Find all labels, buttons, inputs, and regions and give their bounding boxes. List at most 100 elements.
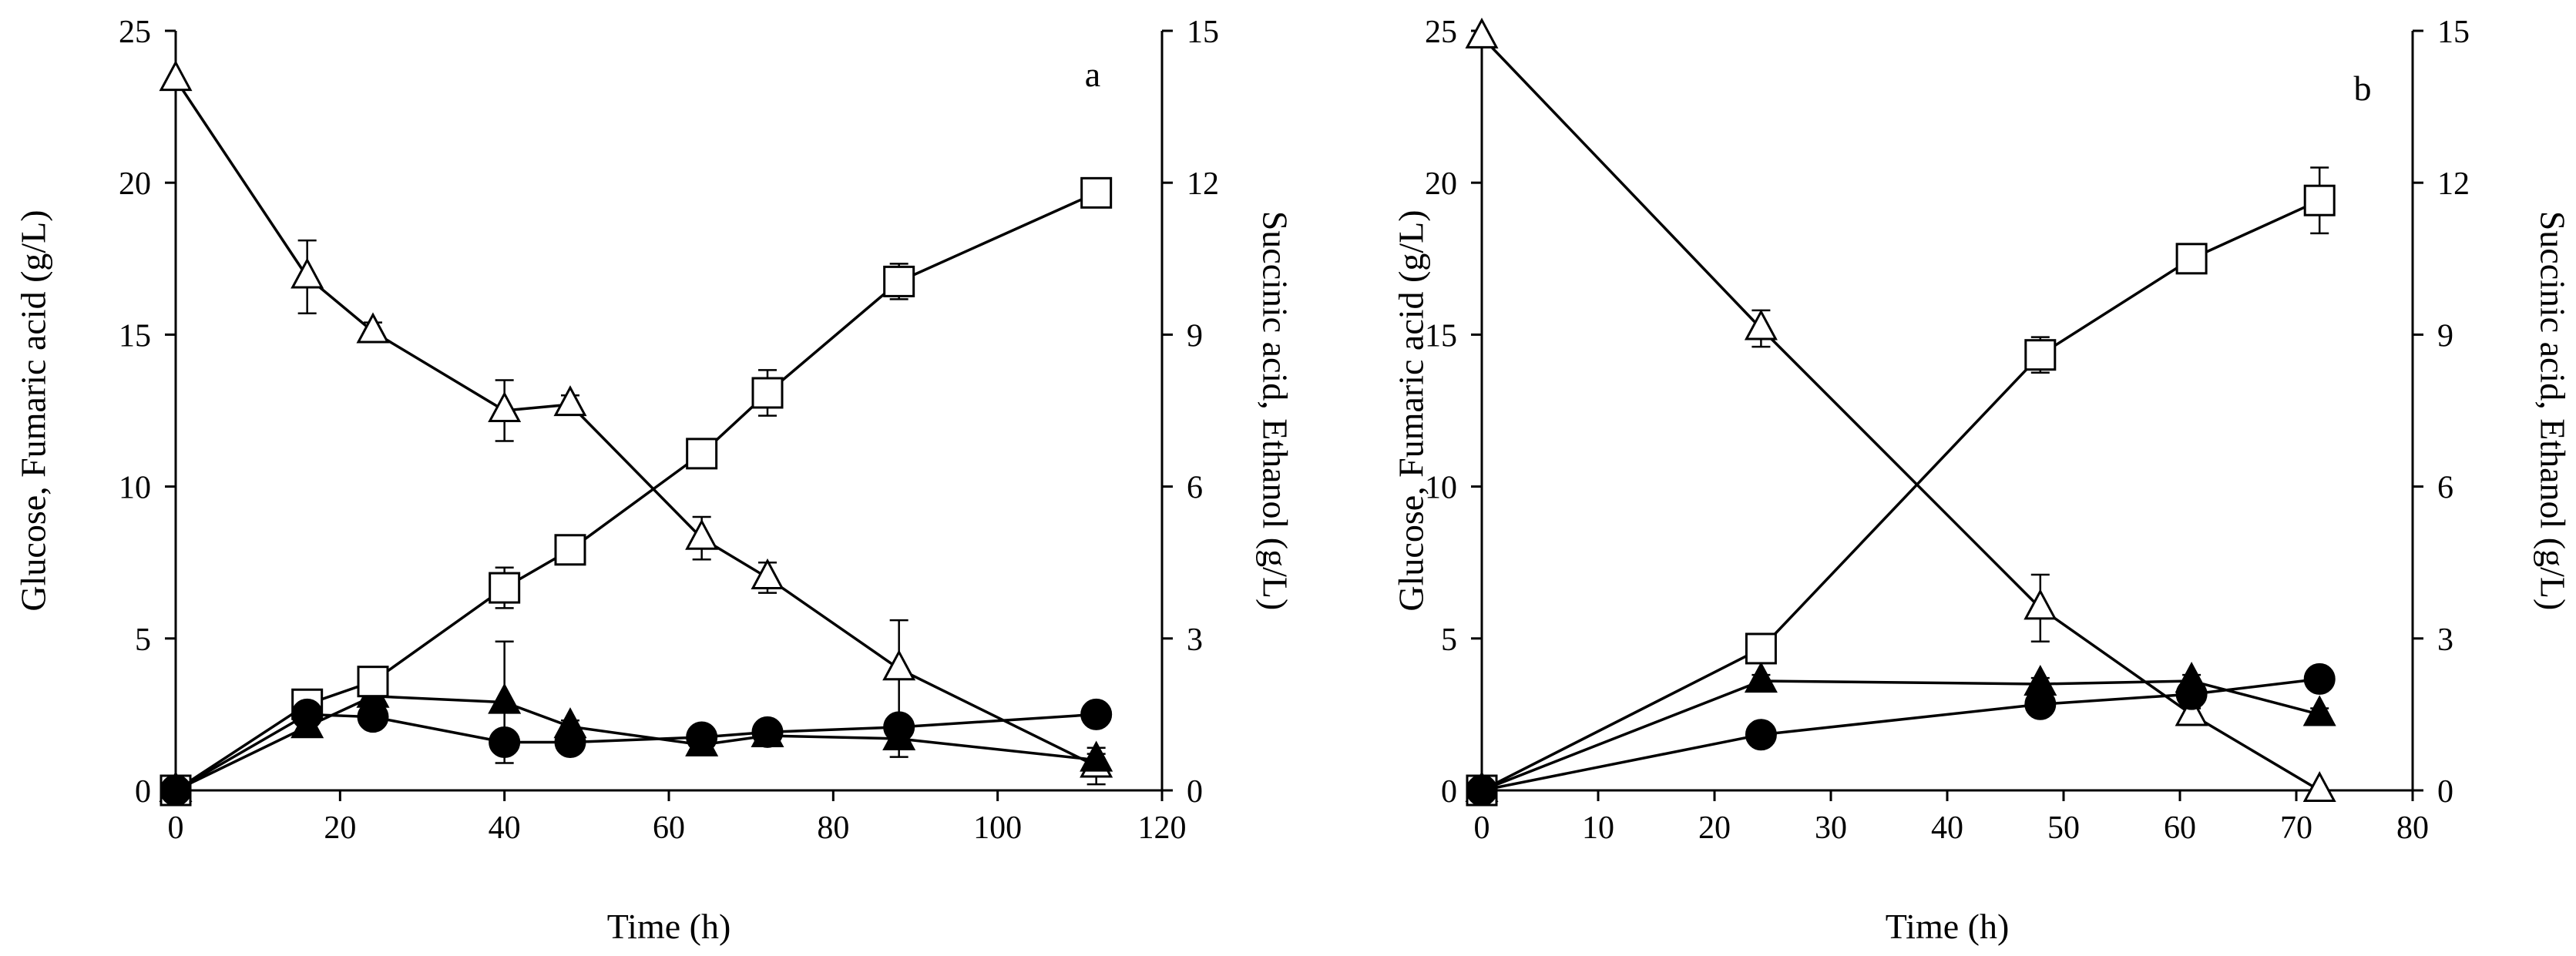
succinic-acid-point	[1080, 176, 1113, 209]
x-tick-label: 120	[1138, 810, 1187, 846]
ethanol-point	[554, 726, 586, 759]
ethanol-point	[2175, 678, 2208, 710]
series-succinic-acid	[1466, 166, 2336, 807]
series-ethanol	[1466, 662, 2336, 807]
x-tick-label: 80	[2396, 810, 2429, 846]
x-tick-label: 100	[973, 810, 1022, 846]
y-left-tick-label: 20	[119, 166, 151, 202]
ethanol-point	[1745, 719, 1777, 751]
y-left-tick-label: 25	[119, 15, 151, 50]
succinic-acid-point	[2175, 243, 2208, 275]
y-left-tick-label: 15	[119, 318, 151, 354]
glucose-point	[2175, 695, 2208, 726]
y-left-tick-label: 15	[1425, 318, 1457, 354]
glucose-line	[174, 79, 1097, 768]
glucose-point	[1465, 17, 1499, 49]
glucose-point	[2302, 770, 2336, 803]
succinic-acid-point	[1745, 632, 1777, 665]
y-right-tick-label: 3	[1187, 622, 1203, 658]
succinic-acid-point	[751, 377, 784, 409]
ethanol-point	[751, 716, 784, 748]
ethanol-point	[1080, 698, 1113, 730]
y-left-tick-label: 5	[1441, 622, 1457, 658]
x-tick-label: 20	[1698, 810, 1731, 846]
glucose-point	[882, 649, 916, 681]
y-right-tick-label: 15	[1187, 15, 1219, 50]
fumaric-acid-point	[2302, 695, 2336, 726]
y-left-tick-label: 0	[135, 774, 151, 810]
succinic-acid-point	[2303, 184, 2336, 216]
series-glucose	[1465, 17, 2336, 803]
ethanol-point	[489, 726, 521, 759]
series-ethanol	[160, 698, 1113, 807]
y-right-tick-label: 0	[1187, 774, 1203, 810]
ethanol-point	[160, 774, 192, 807]
x-axis-title: Time (h)	[607, 907, 731, 946]
x-tick-label: 20	[324, 810, 356, 846]
glucose-point	[159, 60, 193, 92]
glucose-point	[356, 312, 390, 344]
y-left-tick-label: 20	[1425, 166, 1457, 202]
ethanol-point	[357, 701, 389, 733]
succinic-acid-point	[2024, 339, 2057, 371]
y-left-axis-title: Glucose, Fumaric acid (g/L)	[1392, 210, 1431, 611]
fumaric-acid-point	[488, 683, 522, 714]
y-right-tick-label: 9	[1187, 318, 1203, 354]
glucose-point	[685, 518, 719, 550]
y-right-tick-label: 6	[1187, 471, 1203, 506]
ethanol-point	[2024, 688, 2057, 720]
succinic-acid-point	[883, 265, 915, 297]
series-succinic-acid	[160, 176, 1113, 807]
succinic-acid-point	[686, 438, 718, 470]
fumaric-acid-point	[1080, 740, 1113, 772]
glucose-point	[751, 558, 784, 589]
ethanol-point	[2303, 662, 2336, 695]
y-right-tick-label: 12	[1187, 166, 1219, 202]
ethanol-point	[883, 711, 915, 743]
glucose-point	[1744, 309, 1778, 340]
y-right-tick-label: 0	[2437, 774, 2453, 810]
x-tick-label: 70	[2280, 810, 2312, 846]
y-left-tick-label: 5	[135, 622, 151, 658]
y-left-tick-label: 10	[119, 471, 151, 506]
y-right-tick-label: 12	[2437, 166, 2470, 202]
y-right-tick-label: 15	[2437, 15, 2470, 50]
glucose-point	[553, 385, 587, 417]
x-tick-label: 60	[2164, 810, 2196, 846]
ethanol-point	[686, 721, 718, 753]
y-left-axis-title: Glucose, Fumaric acid (g/L)	[14, 210, 53, 611]
y-right-tick-label: 6	[2437, 471, 2453, 506]
x-tick-label: 0	[1474, 810, 1490, 846]
y-left-tick-label: 0	[1441, 774, 1457, 810]
x-tick-label: 0	[168, 810, 184, 846]
y-left-tick-label: 10	[1425, 471, 1457, 506]
glucose-point	[291, 257, 324, 289]
x-tick-label: 10	[1582, 810, 1614, 846]
x-tick-label: 50	[2047, 810, 2080, 846]
succinic-acid-point	[554, 534, 586, 566]
y-right-axis-title: Succinic acid, Ethanol (g/L)	[2533, 211, 2572, 611]
ethanol-point	[1466, 774, 1498, 807]
series-glucose	[159, 60, 1113, 786]
y-right-tick-label: 3	[2437, 622, 2453, 658]
panel-letter: a	[1085, 55, 1100, 94]
fumaric-acid-point	[1744, 661, 1778, 693]
x-tick-label: 80	[817, 810, 849, 846]
x-tick-label: 60	[653, 810, 685, 846]
ethanol-point	[291, 698, 324, 730]
panel-b: 0 10 20 30 40 50 60 70 80051015202503691215Time …	[1392, 15, 2573, 946]
x-tick-label: 40	[489, 810, 521, 846]
succinic-acid-point	[357, 666, 389, 698]
y-left-tick-label: 25	[1425, 15, 1457, 50]
y-right-axis-title: Succinic acid, Ethanol (g/L)	[1255, 211, 1295, 611]
glucose-point	[2024, 589, 2057, 620]
x-axis-title: Time (h)	[1886, 907, 2010, 946]
y-right-tick-label: 9	[2437, 318, 2453, 354]
panel-letter: b	[2354, 69, 2372, 108]
succinic-acid-point	[489, 572, 521, 604]
x-tick-label: 30	[1815, 810, 1847, 846]
glucose-point	[488, 391, 522, 423]
x-tick-label: 40	[1931, 810, 1963, 846]
